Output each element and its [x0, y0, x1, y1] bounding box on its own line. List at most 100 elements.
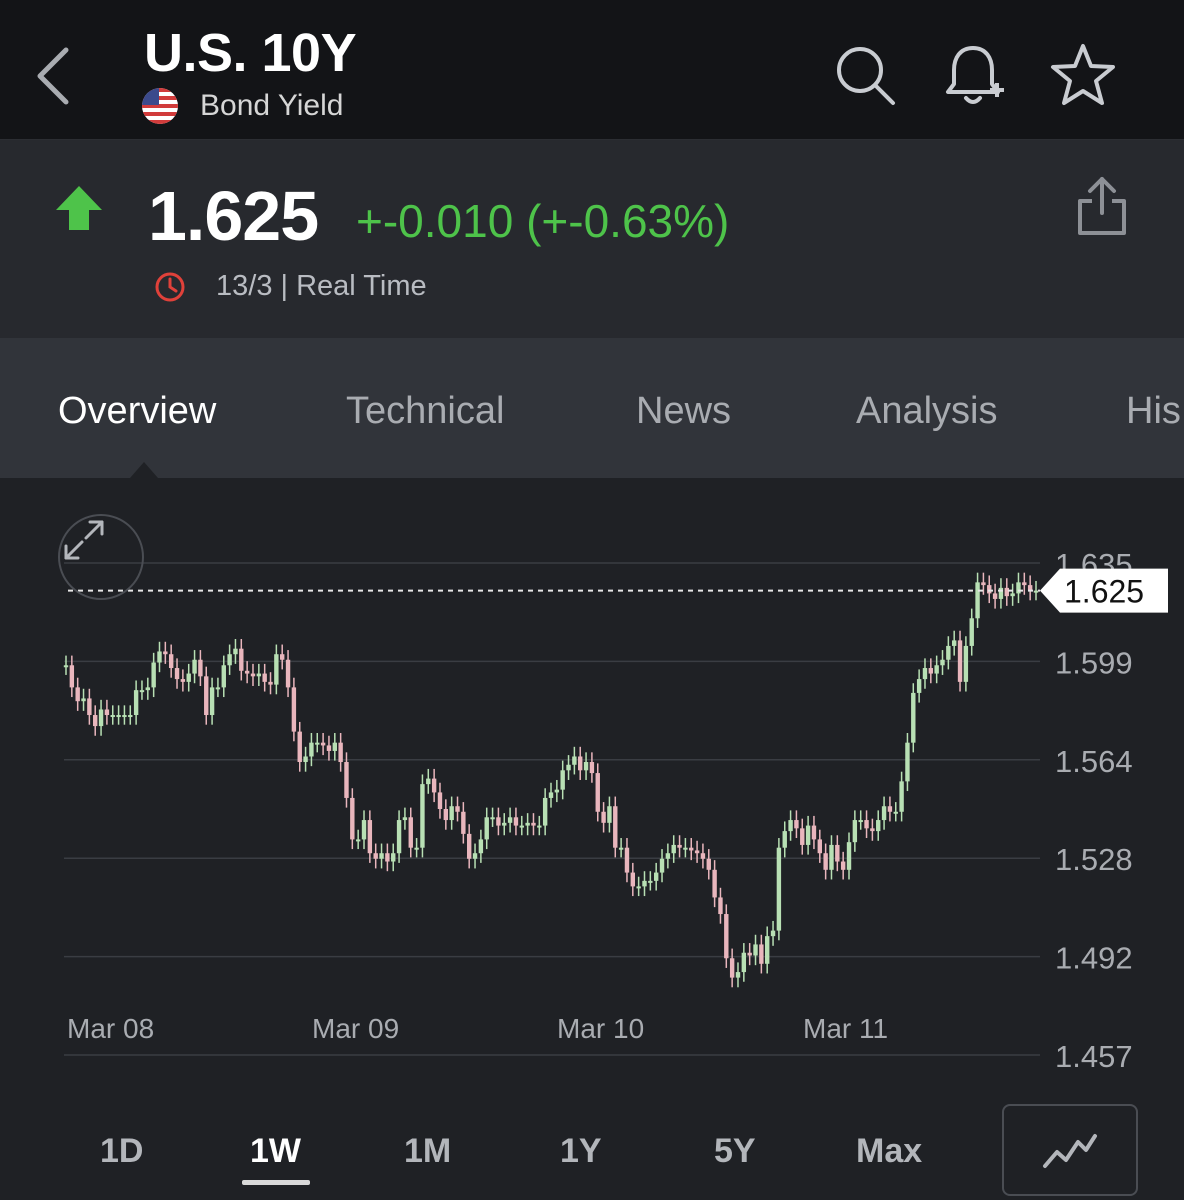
range-1d[interactable]: 1D	[100, 1132, 144, 1170]
candle-body	[1027, 585, 1033, 591]
x-tick-label: Mar 11	[803, 1013, 888, 1044]
candle-body	[408, 817, 413, 848]
current-price-label: 1.625	[1064, 574, 1144, 610]
candle-body	[478, 839, 484, 854]
candle-body	[507, 817, 513, 823]
candle-body	[391, 853, 396, 862]
share-button[interactable]	[1068, 170, 1136, 242]
share-icon	[1078, 177, 1126, 235]
candle-body	[881, 806, 887, 821]
candle-body	[81, 698, 86, 702]
candle-body	[542, 797, 548, 826]
line-chart-icon	[1043, 1134, 1097, 1168]
candle-body	[163, 651, 168, 655]
tab-overview[interactable]: Overview	[58, 390, 217, 432]
tab-analysis[interactable]: Analysis	[856, 390, 998, 432]
candle-body	[145, 687, 151, 691]
candle-body	[490, 817, 495, 820]
x-tick-label: Mar 10	[557, 1013, 644, 1044]
candle-body	[69, 665, 75, 688]
candle-body	[519, 825, 524, 828]
candle-body	[466, 833, 472, 859]
candle-body	[431, 778, 437, 793]
candle-body	[537, 825, 542, 828]
candle-body	[1004, 587, 1009, 597]
app-header: U.S. 10Y Bond Yield	[0, 0, 1184, 140]
tab-technical[interactable]: Technical	[346, 390, 505, 432]
tab-historical[interactable]: His	[1126, 390, 1181, 432]
candle-body	[227, 654, 232, 666]
candle-body	[525, 822, 530, 826]
candle-body	[794, 820, 799, 829]
candle-body	[116, 715, 121, 718]
candle-body	[110, 715, 115, 718]
candle-body	[355, 839, 361, 842]
candle-body	[338, 742, 343, 763]
candle-body	[607, 806, 612, 823]
candle-body	[461, 811, 466, 834]
range-1w[interactable]: 1W	[250, 1132, 301, 1170]
candle-body	[765, 936, 770, 964]
candle-body	[589, 762, 595, 774]
current-price-tag	[1040, 568, 1168, 613]
candle-body	[613, 806, 618, 848]
candle-body	[233, 648, 238, 655]
candle-body	[700, 853, 706, 859]
range-max[interactable]: Max	[856, 1132, 923, 1170]
candle-body	[87, 698, 92, 716]
candle-body	[244, 670, 250, 674]
candle-body	[373, 853, 378, 859]
candle-body	[280, 654, 285, 660]
candle-body	[922, 668, 928, 680]
instrument-title: U.S. 10Y	[144, 23, 357, 83]
candle-body	[747, 952, 752, 956]
expand-chart-button[interactable]	[58, 514, 144, 600]
tab-news[interactable]: News	[636, 390, 732, 432]
x-tick-label: Mar 08	[67, 1013, 154, 1044]
candle-body	[133, 690, 139, 716]
range-5y[interactable]: 5Y	[714, 1132, 756, 1170]
candle-body	[402, 817, 408, 821]
candle-body	[694, 850, 700, 854]
candle-body	[63, 665, 69, 668]
candle-body	[250, 673, 256, 677]
search-button[interactable]	[830, 40, 900, 110]
candle-body	[753, 944, 758, 956]
candle-body	[350, 797, 355, 840]
y-tick-label: 1.599	[1055, 645, 1133, 680]
candle-body	[566, 764, 571, 771]
candle-body	[320, 742, 326, 746]
back-button[interactable]	[22, 36, 82, 116]
chart-type-button[interactable]	[1002, 1104, 1138, 1196]
candle-body	[344, 762, 349, 798]
add-alert-button[interactable]	[938, 40, 1008, 110]
range-1y[interactable]: 1Y	[560, 1132, 602, 1170]
candle-body	[455, 806, 460, 812]
candle-body	[502, 822, 507, 826]
clock-icon	[155, 272, 185, 301]
add-alert-bell-icon	[946, 46, 1004, 104]
candle-body	[472, 853, 478, 859]
candle-body	[759, 944, 764, 964]
candle-body	[157, 651, 162, 663]
y-tick-label: 1.492	[1055, 941, 1133, 976]
candle-body	[630, 872, 636, 887]
candle-body	[835, 844, 840, 862]
candle-body	[934, 665, 939, 674]
price-chart[interactable]: 1.635 1.599 1.564 1.528 1.492 1.457 Mar 08 Mar …	[0, 478, 1184, 1090]
watchlist-button[interactable]	[1048, 40, 1118, 110]
candle-body	[916, 679, 922, 693]
candle-body	[671, 844, 676, 854]
candle-body	[718, 897, 723, 915]
candle-body	[724, 914, 729, 959]
candle-body	[192, 659, 197, 674]
candle-body	[788, 820, 793, 832]
candle-body	[204, 676, 209, 716]
quote-panel: 1.625 +-0.010 (+-0.63%) 13/3 | Real Time	[0, 140, 1184, 338]
candle-body	[905, 742, 910, 782]
candle-body	[209, 687, 215, 716]
range-1m[interactable]: 1M	[404, 1132, 452, 1170]
candle-body	[636, 886, 641, 889]
candle-body	[104, 709, 110, 716]
search-icon	[837, 47, 895, 105]
